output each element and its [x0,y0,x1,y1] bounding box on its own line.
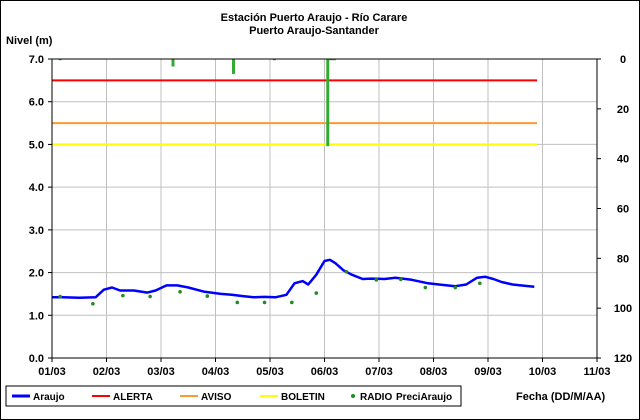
x-tick-label: 04/03 [202,366,230,378]
legend-label-alerta: ALERTA [113,392,153,403]
radio-point [478,281,482,286]
x-tick-label: 06/03 [311,366,339,378]
precip-bar [329,59,333,61]
y-tick-label: 6.0 [29,97,44,109]
y-tick-label: 7.0 [29,54,44,66]
radio-point [423,285,428,290]
radio-point [148,294,152,299]
chart-subtitle: Puerto Araujo-Santander [249,25,379,37]
precip-bar [58,59,62,61]
legend-swatch-radio [351,394,355,398]
legend-box [5,385,462,407]
plot-area-border [51,58,598,359]
y-tick-label: 3.0 [29,225,44,237]
y-tick-label: 1.0 [29,310,44,322]
legend: Araujo ALERTA AVISO BOLETIN RADIO PreciAraujo [5,385,462,407]
radio-point [344,269,349,274]
chart-title: Estación Puerto Araujo - Río Carare [221,12,408,24]
radio-point [178,289,182,294]
x-tick-label: 08/03 [420,366,448,378]
radio-point [235,300,240,305]
precip-bar [326,59,330,147]
grid-lines [52,59,597,358]
chart-marks [52,59,538,306]
y2-axis-ticks: 0 20 40 60 80 100 120 [597,54,632,365]
y2-tick-label: 60 [617,204,629,216]
x-tick-label: 05/03 [256,366,284,378]
radio-point [374,278,379,282]
x-tick-label: 02/03 [93,366,121,378]
x-tick-label: 07/03 [365,366,393,378]
y2-tick-label: 20 [617,104,629,116]
legend-label-preciaraujo: PreciAraujo [396,392,452,403]
y2-tick-label: 100 [614,303,632,315]
y-tick-label: 4.0 [29,182,44,194]
y-tick-label: 2.0 [29,268,44,280]
legend-label-radio: RADIO [360,392,392,403]
y2-tick-label: 0 [620,54,626,66]
series-line-araujo [52,258,535,300]
y-axis-label: Nivel (m) [6,35,53,47]
y-axis-ticks: 0.0 1.0 2.0 3.0 4.0 5.0 6.0 7.0 [29,54,52,365]
y-tick-label: 0.0 [29,353,44,365]
y2-tick-label: 120 [614,353,632,365]
precip-bar [332,59,336,61]
x-axis-ticks: 01/03 02/03 03/03 04/03 05/03 06/03 07/03 08/03… [38,358,610,378]
precip-bar [171,59,175,67]
x-axis-label: Fecha (DD/M/AA) [516,391,606,403]
radio-point [399,277,403,282]
legend-label-aviso: AVISO [201,392,232,403]
x-tick-label: 11/03 [584,366,611,378]
x-tick-label: 03/03 [147,366,175,378]
precip-bar [231,59,235,74]
legend-label-araujo: Araujo [33,392,65,403]
y2-tick-label: 40 [617,154,629,166]
radio-point [290,300,294,305]
radio-point [262,300,267,305]
x-tick-label: 09/03 [474,366,502,378]
radio-point [58,294,62,299]
radio-point [205,294,210,298]
x-tick-label: 01/03 [38,366,66,378]
legend-label-boletin: BOLETIN [281,392,325,403]
x-tick-label: 10/03 [529,366,557,378]
y2-tick-label: 80 [617,253,629,265]
radio-point [314,291,319,295]
radio-point [453,285,458,290]
radio-point [91,301,95,306]
precip-bar [272,59,276,61]
radio-point [121,293,125,298]
y-tick-label: 5.0 [29,139,44,151]
